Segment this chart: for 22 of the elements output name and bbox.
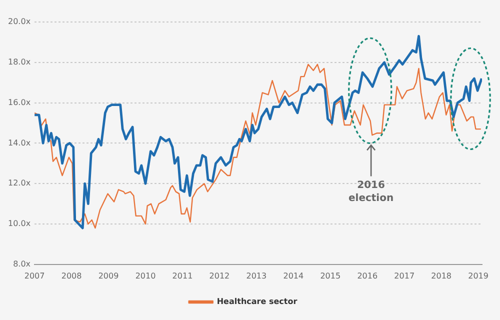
- y-tick-label: 12.0x: [8, 178, 31, 188]
- x-tick-label: 2010: [135, 271, 156, 280]
- x-tick-label: 2012: [209, 271, 230, 280]
- x-tick-label: 2013: [246, 271, 267, 280]
- x-tick-label: 2008: [61, 271, 82, 280]
- y-tick-label: 18.0x: [8, 57, 31, 66]
- x-tick-label: 2009: [98, 271, 119, 280]
- x-tick-label: 2011: [172, 271, 193, 280]
- x-tick-label: 2014: [283, 271, 304, 280]
- y-tick-label: 8.0x: [13, 259, 31, 268]
- x-tick-label: 2019: [468, 271, 488, 280]
- y-tick-label: 20.0x: [8, 17, 31, 26]
- y-tick-label: 10.0x: [8, 219, 31, 228]
- x-tick-label: 2018: [431, 271, 452, 280]
- y-tick-label: 14.0x: [8, 138, 31, 148]
- y-tick-label: 16.0x: [8, 98, 31, 107]
- legend-label: Healthcare sector: [216, 297, 298, 306]
- annotation: 2016 election: [347, 179, 395, 206]
- x-tick-label: 2017: [394, 271, 415, 280]
- x-tick-label: 2007: [24, 271, 45, 280]
- x-tick-label: 2016: [357, 271, 378, 280]
- x-tick-label: 2015: [320, 271, 341, 280]
